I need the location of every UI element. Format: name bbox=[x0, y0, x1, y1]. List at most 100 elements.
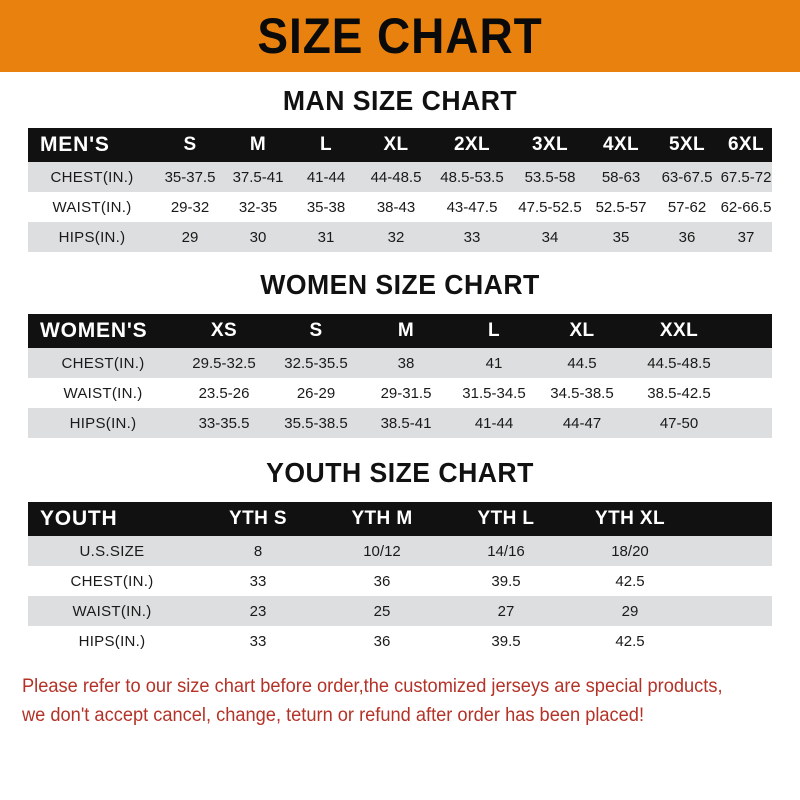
table-cell bbox=[732, 348, 772, 378]
man-header-cell: S bbox=[183, 134, 197, 155]
man-header-cell: XL bbox=[383, 134, 409, 155]
table-cell: 36 bbox=[373, 572, 391, 590]
table-cell: 29-31.5 bbox=[380, 384, 432, 402]
table-cell: 33-35.5 bbox=[198, 414, 250, 432]
header-banner: SIZE CHART bbox=[0, 0, 800, 72]
table-cell: 33 bbox=[249, 632, 267, 650]
women-header-cell: XXL bbox=[659, 320, 699, 341]
table-row: HIPS(IN.) 33 36 39.5 42.5 bbox=[28, 626, 772, 656]
table-cell: 42.5 bbox=[615, 632, 645, 650]
table-cell: 27 bbox=[497, 602, 515, 620]
table-cell bbox=[692, 566, 772, 596]
man-header-cell: L bbox=[319, 134, 332, 155]
table-row: CHEST(IN.) 33 36 39.5 42.5 bbox=[28, 566, 772, 596]
table-cell: 38.5-41 bbox=[380, 414, 432, 432]
table-cell: 47.5-52.5 bbox=[518, 198, 582, 216]
table-cell: 35 bbox=[612, 228, 630, 246]
table-cell: 42.5 bbox=[615, 572, 645, 590]
youth-size-table: YOUTH YTH S YTH M YTH L YTH XL U.S.SIZE … bbox=[28, 502, 772, 656]
table-cell: 35-38 bbox=[306, 198, 346, 216]
women-header-cell bbox=[732, 314, 772, 348]
row-label: HIPS(IN.) bbox=[58, 228, 126, 246]
table-cell: 23 bbox=[249, 602, 267, 620]
notice-line-1: Please refer to our size chart before or… bbox=[22, 676, 723, 697]
man-header-cell: 4XL bbox=[602, 134, 640, 155]
row-label: CHEST(IN.) bbox=[50, 168, 134, 186]
table-cell: 31 bbox=[317, 228, 335, 246]
table-row: HIPS(IN.) 33-35.5 35.5-38.5 38.5-41 41-4… bbox=[28, 408, 772, 438]
row-label: WAIST(IN.) bbox=[52, 198, 132, 216]
row-label: CHEST(IN.) bbox=[61, 354, 145, 372]
table-cell: 34.5-38.5 bbox=[550, 384, 614, 402]
women-header-cell: WOMEN'S bbox=[40, 319, 148, 342]
table-cell: 32 bbox=[387, 228, 405, 246]
table-row: HIPS(IN.) 29 30 31 32 33 34 35 36 37 bbox=[28, 222, 772, 252]
table-cell: 29 bbox=[181, 228, 199, 246]
women-header-cell: XS bbox=[210, 320, 238, 341]
row-label: WAIST(IN.) bbox=[72, 602, 152, 620]
women-header-cell: XL bbox=[569, 320, 595, 341]
table-cell: 63-67.5 bbox=[661, 168, 713, 186]
table-cell bbox=[692, 596, 772, 626]
women-header-cell: M bbox=[397, 320, 415, 341]
table-cell: 14/16 bbox=[487, 542, 525, 560]
youth-header-cell: YTH S bbox=[229, 508, 287, 529]
table-cell: 31.5-34.5 bbox=[462, 384, 526, 402]
women-table-wrap: WOMEN'S XS S M L XL XXL CHEST(IN.) 29.5-… bbox=[28, 314, 772, 438]
table-cell: 32.5-35.5 bbox=[284, 354, 348, 372]
table-cell: 41-44 bbox=[474, 414, 514, 432]
man-table-wrap: MEN'S S M L XL 2XL 3XL 4XL 5XL 6XL CHEST… bbox=[28, 128, 772, 252]
table-cell bbox=[692, 536, 772, 566]
table-row: CHEST(IN.) 29.5-32.5 32.5-35.5 38 41 44.… bbox=[28, 348, 772, 378]
table-cell: 39.5 bbox=[491, 632, 521, 650]
man-size-table: MEN'S S M L XL 2XL 3XL 4XL 5XL 6XL CHEST… bbox=[28, 128, 772, 252]
page-title: SIZE CHART bbox=[257, 8, 543, 64]
table-cell: 58-63 bbox=[601, 168, 641, 186]
row-label: WAIST(IN.) bbox=[63, 384, 143, 402]
women-section-title: WOMEN SIZE CHART bbox=[260, 269, 540, 300]
table-cell: 39.5 bbox=[491, 572, 521, 590]
table-cell bbox=[732, 408, 772, 438]
table-cell: 29-32 bbox=[170, 198, 210, 216]
table-cell: 57-62 bbox=[667, 198, 707, 216]
table-cell: 53.5-58 bbox=[524, 168, 576, 186]
table-cell: 44-48.5 bbox=[370, 168, 422, 186]
table-row: WAIST(IN.) 29-32 32-35 35-38 38-43 43-47… bbox=[28, 192, 772, 222]
youth-header-cell: YTH M bbox=[351, 508, 413, 529]
table-cell: 33 bbox=[249, 572, 267, 590]
man-header-cell: 6XL bbox=[727, 134, 765, 155]
youth-header-cell: YTH L bbox=[477, 508, 535, 529]
table-cell: 18/20 bbox=[611, 542, 649, 560]
table-cell: 41 bbox=[485, 354, 503, 372]
table-cell: 30 bbox=[249, 228, 267, 246]
table-cell: 47-50 bbox=[659, 414, 699, 432]
table-cell: 38.5-42.5 bbox=[647, 384, 711, 402]
row-label: U.S.SIZE bbox=[79, 542, 145, 560]
table-cell: 43-47.5 bbox=[446, 198, 498, 216]
table-row: U.S.SIZE 8 10/12 14/16 18/20 bbox=[28, 536, 772, 566]
table-cell: 10/12 bbox=[363, 542, 401, 560]
youth-header-cell: YOUTH bbox=[40, 507, 118, 530]
table-cell bbox=[732, 378, 772, 408]
table-cell: 23.5-26 bbox=[198, 384, 250, 402]
table-cell: 35-37.5 bbox=[164, 168, 216, 186]
table-cell: 35.5-38.5 bbox=[284, 414, 348, 432]
table-cell: 44.5 bbox=[567, 354, 597, 372]
table-cell: 48.5-53.5 bbox=[440, 168, 504, 186]
table-cell: 44-47 bbox=[562, 414, 602, 432]
table-cell: 52.5-57 bbox=[595, 198, 647, 216]
table-cell: 25 bbox=[373, 602, 391, 620]
table-cell: 34 bbox=[541, 228, 559, 246]
table-row: WAIST(IN.) 23 25 27 29 bbox=[28, 596, 772, 626]
row-label: HIPS(IN.) bbox=[78, 632, 146, 650]
man-header-row: MEN'S S M L XL 2XL 3XL 4XL 5XL 6XL bbox=[28, 128, 772, 162]
table-row: WAIST(IN.) 23.5-26 26-29 29-31.5 31.5-34… bbox=[28, 378, 772, 408]
table-cell: 29 bbox=[621, 602, 639, 620]
order-policy-notice: Please refer to our size chart before or… bbox=[22, 672, 748, 730]
women-header-row: WOMEN'S XS S M L XL XXL bbox=[28, 314, 772, 348]
man-header-cell: MEN'S bbox=[40, 133, 110, 156]
table-cell: 26-29 bbox=[296, 384, 336, 402]
man-header-cell: 3XL bbox=[531, 134, 569, 155]
man-header-cell: 2XL bbox=[453, 134, 491, 155]
table-cell: 36 bbox=[373, 632, 391, 650]
